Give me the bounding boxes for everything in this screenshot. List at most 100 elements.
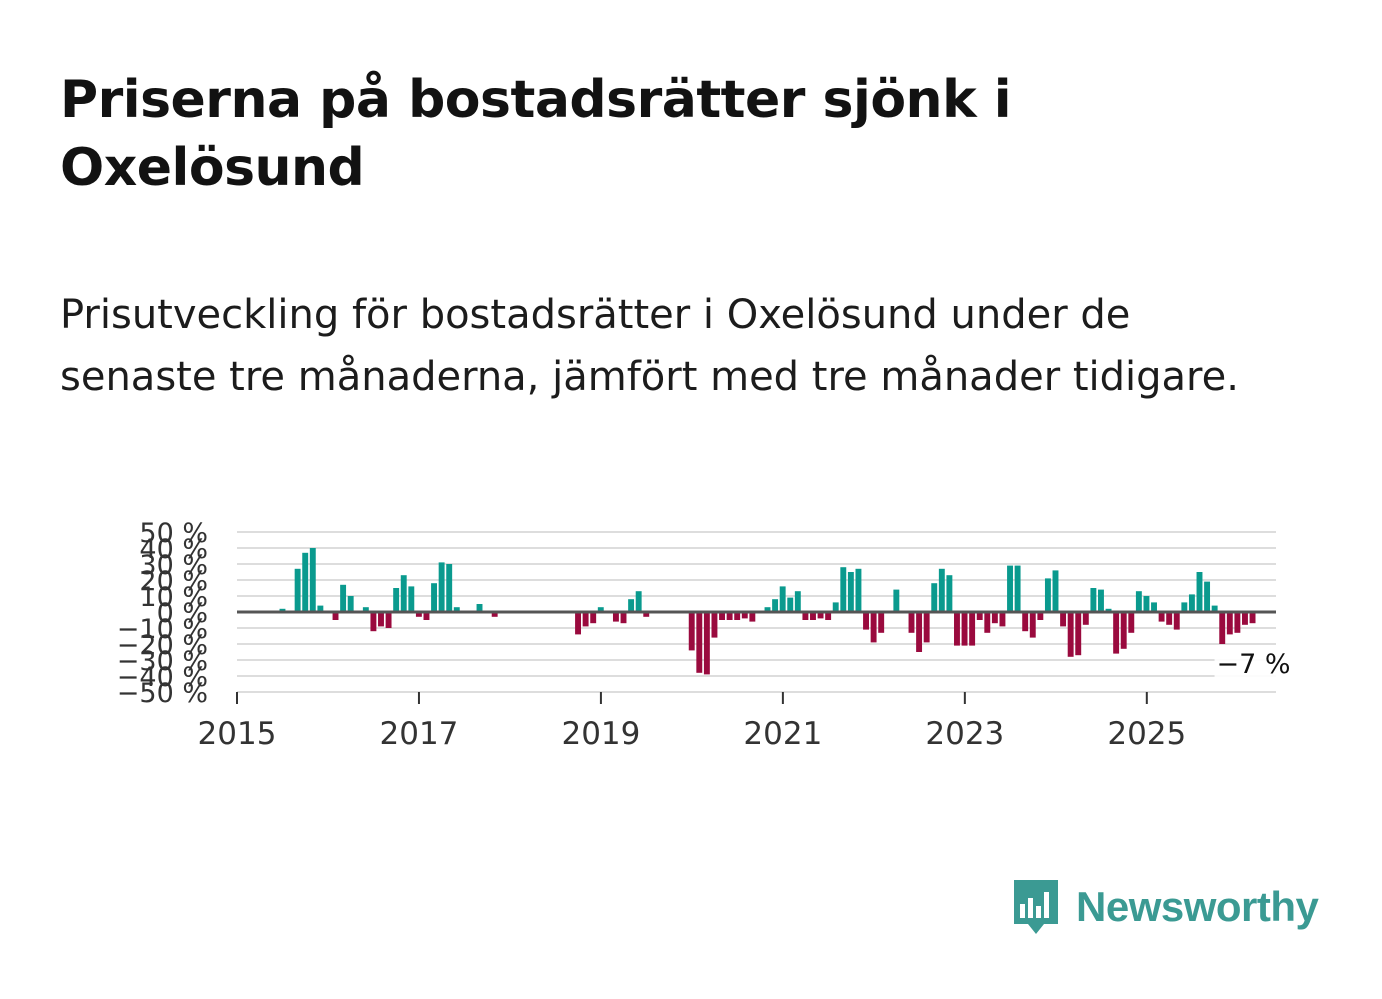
bar — [302, 552, 309, 612]
bar — [787, 597, 794, 612]
bar — [1014, 565, 1021, 612]
bar — [294, 568, 301, 612]
bar — [1181, 602, 1188, 612]
bar — [840, 567, 847, 612]
bar — [438, 562, 445, 612]
bar — [1143, 596, 1150, 612]
newsworthy-logo: Newsworthy — [1010, 876, 1319, 938]
bar — [1105, 608, 1112, 612]
bar — [1090, 588, 1097, 612]
x-tick-label: 2023 — [925, 716, 1004, 752]
bar — [370, 612, 377, 632]
y-tick-label: 40 % — [139, 534, 208, 565]
bar — [317, 605, 324, 612]
bar — [620, 612, 627, 624]
bar — [446, 564, 453, 612]
y-tick-label: −20 % — [117, 630, 208, 661]
bar — [802, 612, 809, 620]
bar — [938, 568, 945, 612]
bar — [1022, 612, 1029, 632]
bar — [378, 612, 384, 627]
x-axis: 2015 2017 2019 2021 2023 2025 — [198, 692, 1186, 752]
bar — [1135, 591, 1142, 612]
bar — [847, 572, 854, 612]
bar — [908, 612, 915, 633]
bar — [832, 602, 839, 612]
bar — [916, 612, 923, 652]
bar — [825, 612, 832, 620]
bar — [1044, 578, 1051, 612]
bar — [984, 612, 991, 633]
bar — [309, 548, 316, 612]
bar — [1128, 612, 1135, 633]
y-tick-label: −40 % — [117, 662, 208, 693]
bar — [612, 612, 619, 622]
bar — [1204, 581, 1211, 612]
bar — [794, 591, 801, 612]
bar — [1067, 612, 1074, 657]
bar — [1029, 612, 1036, 638]
bar — [969, 612, 976, 646]
bar — [340, 584, 347, 612]
bar — [749, 612, 756, 622]
bar — [772, 599, 779, 612]
bar — [1082, 612, 1089, 625]
bar — [575, 612, 581, 635]
bar — [332, 612, 339, 620]
bar — [817, 612, 824, 619]
y-tick-label: 10 % — [139, 582, 208, 613]
bar — [393, 588, 400, 612]
y-tick-label: 30 % — [139, 550, 208, 581]
bar — [870, 612, 877, 643]
bar — [741, 612, 748, 619]
x-tick-label: 2025 — [1107, 716, 1186, 752]
brand-name: Newsworthy — [1076, 883, 1319, 930]
bar — [878, 612, 885, 633]
bar — [688, 612, 695, 651]
bar — [423, 612, 430, 620]
bar — [1151, 602, 1157, 612]
bar — [711, 612, 718, 638]
bar — [1188, 594, 1195, 612]
bar — [635, 591, 642, 612]
bar — [415, 612, 422, 617]
bar — [1234, 612, 1241, 633]
bar — [954, 612, 960, 646]
bar — [643, 612, 650, 617]
bar — [279, 608, 286, 612]
bar — [855, 568, 862, 612]
bar — [923, 612, 930, 643]
bar — [779, 586, 786, 612]
bar — [1060, 612, 1067, 627]
bar — [696, 612, 703, 673]
bar — [1037, 612, 1044, 620]
bar — [734, 612, 741, 620]
annotation-label: −7 % — [1216, 649, 1290, 680]
bar — [1242, 612, 1248, 625]
bar — [726, 612, 733, 620]
y-tick-label: −30 % — [117, 646, 208, 677]
bar — [1226, 612, 1233, 635]
bar — [1120, 612, 1127, 649]
bar — [1219, 612, 1226, 644]
bar — [1113, 612, 1120, 654]
bar — [347, 596, 354, 612]
bar — [1007, 565, 1013, 612]
bar — [628, 599, 635, 612]
bar — [476, 604, 483, 612]
bar — [931, 583, 938, 612]
bar — [1196, 572, 1203, 612]
bar — [453, 607, 460, 612]
bar — [810, 612, 816, 620]
bar — [961, 612, 968, 646]
bar — [590, 612, 597, 624]
bar — [1211, 605, 1218, 612]
bar — [991, 612, 998, 624]
y-tick-label: 0 % — [157, 598, 208, 629]
y-tick-label: −50 % — [117, 678, 208, 709]
bar — [582, 612, 589, 627]
y-tick-label: −10 % — [117, 614, 208, 645]
bar — [597, 607, 604, 612]
y-tick-label: 20 % — [139, 566, 208, 597]
bar — [491, 612, 498, 617]
